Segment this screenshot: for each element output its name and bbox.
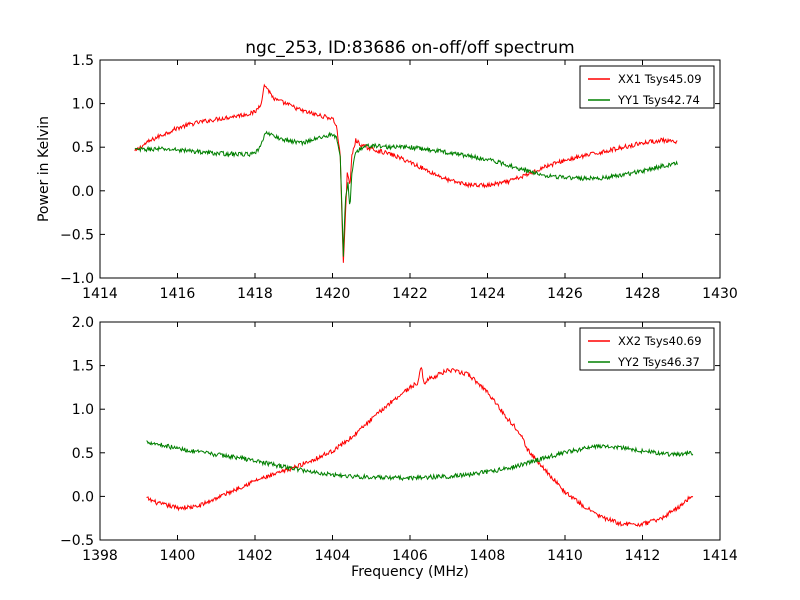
y-tick-label: −0.5 — [60, 533, 94, 549]
x-tick-label: 1424 — [470, 286, 506, 302]
legend-box — [579, 327, 715, 371]
x-tick-label: 1402 — [237, 548, 273, 564]
legend-label: YY2 Tsys46.37 — [617, 355, 700, 369]
top-panel: 1414 1416 1418 1420 1422 1424 1426 1428 1430 −1.0… — [60, 53, 738, 302]
series-line — [134, 83, 678, 263]
x-tick-label: 1406 — [392, 548, 428, 564]
y-tick-label: 0.0 — [72, 489, 94, 505]
y-tick-label: −0.5 — [60, 227, 94, 243]
chart-title: ngc_253, ID:83686 on-off/off spectrum — [245, 38, 574, 58]
x-tick-label: 1422 — [392, 286, 428, 302]
x-tick-label: 1430 — [702, 286, 738, 302]
y-tick-label: 0.5 — [72, 140, 94, 156]
x-tick-label: 1414 — [702, 548, 738, 564]
x-tick-label: 1412 — [625, 548, 661, 564]
series-line — [146, 366, 694, 528]
x-tick-label: 1416 — [160, 286, 196, 302]
y-axis-label: Power in Kelvin — [36, 116, 52, 222]
x-tick-label: 1426 — [547, 286, 583, 302]
y-tick-label: −1.0 — [60, 271, 94, 287]
x-tick-label: 1428 — [625, 286, 661, 302]
y-tick-label: 1.0 — [72, 402, 94, 418]
y-tick-label: 1.0 — [72, 97, 94, 113]
legend-label: XX1 Tsys45.09 — [618, 72, 702, 86]
y-tick-label: 2.0 — [72, 315, 94, 331]
y-tick-label: 1.5 — [72, 53, 94, 69]
series-line — [134, 130, 678, 257]
legend-label: YY1 Tsys42.74 — [617, 93, 700, 107]
y-tick-label: 0.5 — [72, 446, 94, 462]
x-tick-label: 1414 — [82, 286, 118, 302]
x-tick-label: 1400 — [160, 548, 196, 564]
legend-box — [579, 65, 715, 109]
x-tick-label: 1420 — [315, 286, 351, 302]
x-tick-label: 1398 — [82, 548, 118, 564]
x-tick-label: 1418 — [237, 286, 273, 302]
x-tick-label: 1404 — [315, 548, 351, 564]
y-tick-label: 0.0 — [72, 184, 94, 200]
y-tick-label: 1.5 — [72, 359, 94, 375]
x-axis-label: Frequency (MHz) — [351, 564, 469, 580]
bottom-panel: 1398 1400 1402 1404 1406 1408 1410 1412 1414 −0.5… — [60, 315, 738, 564]
legend-label: XX2 Tsys40.69 — [618, 334, 702, 348]
x-tick-label: 1408 — [470, 548, 506, 564]
series-line — [146, 440, 694, 482]
x-tick-label: 1410 — [547, 548, 583, 564]
